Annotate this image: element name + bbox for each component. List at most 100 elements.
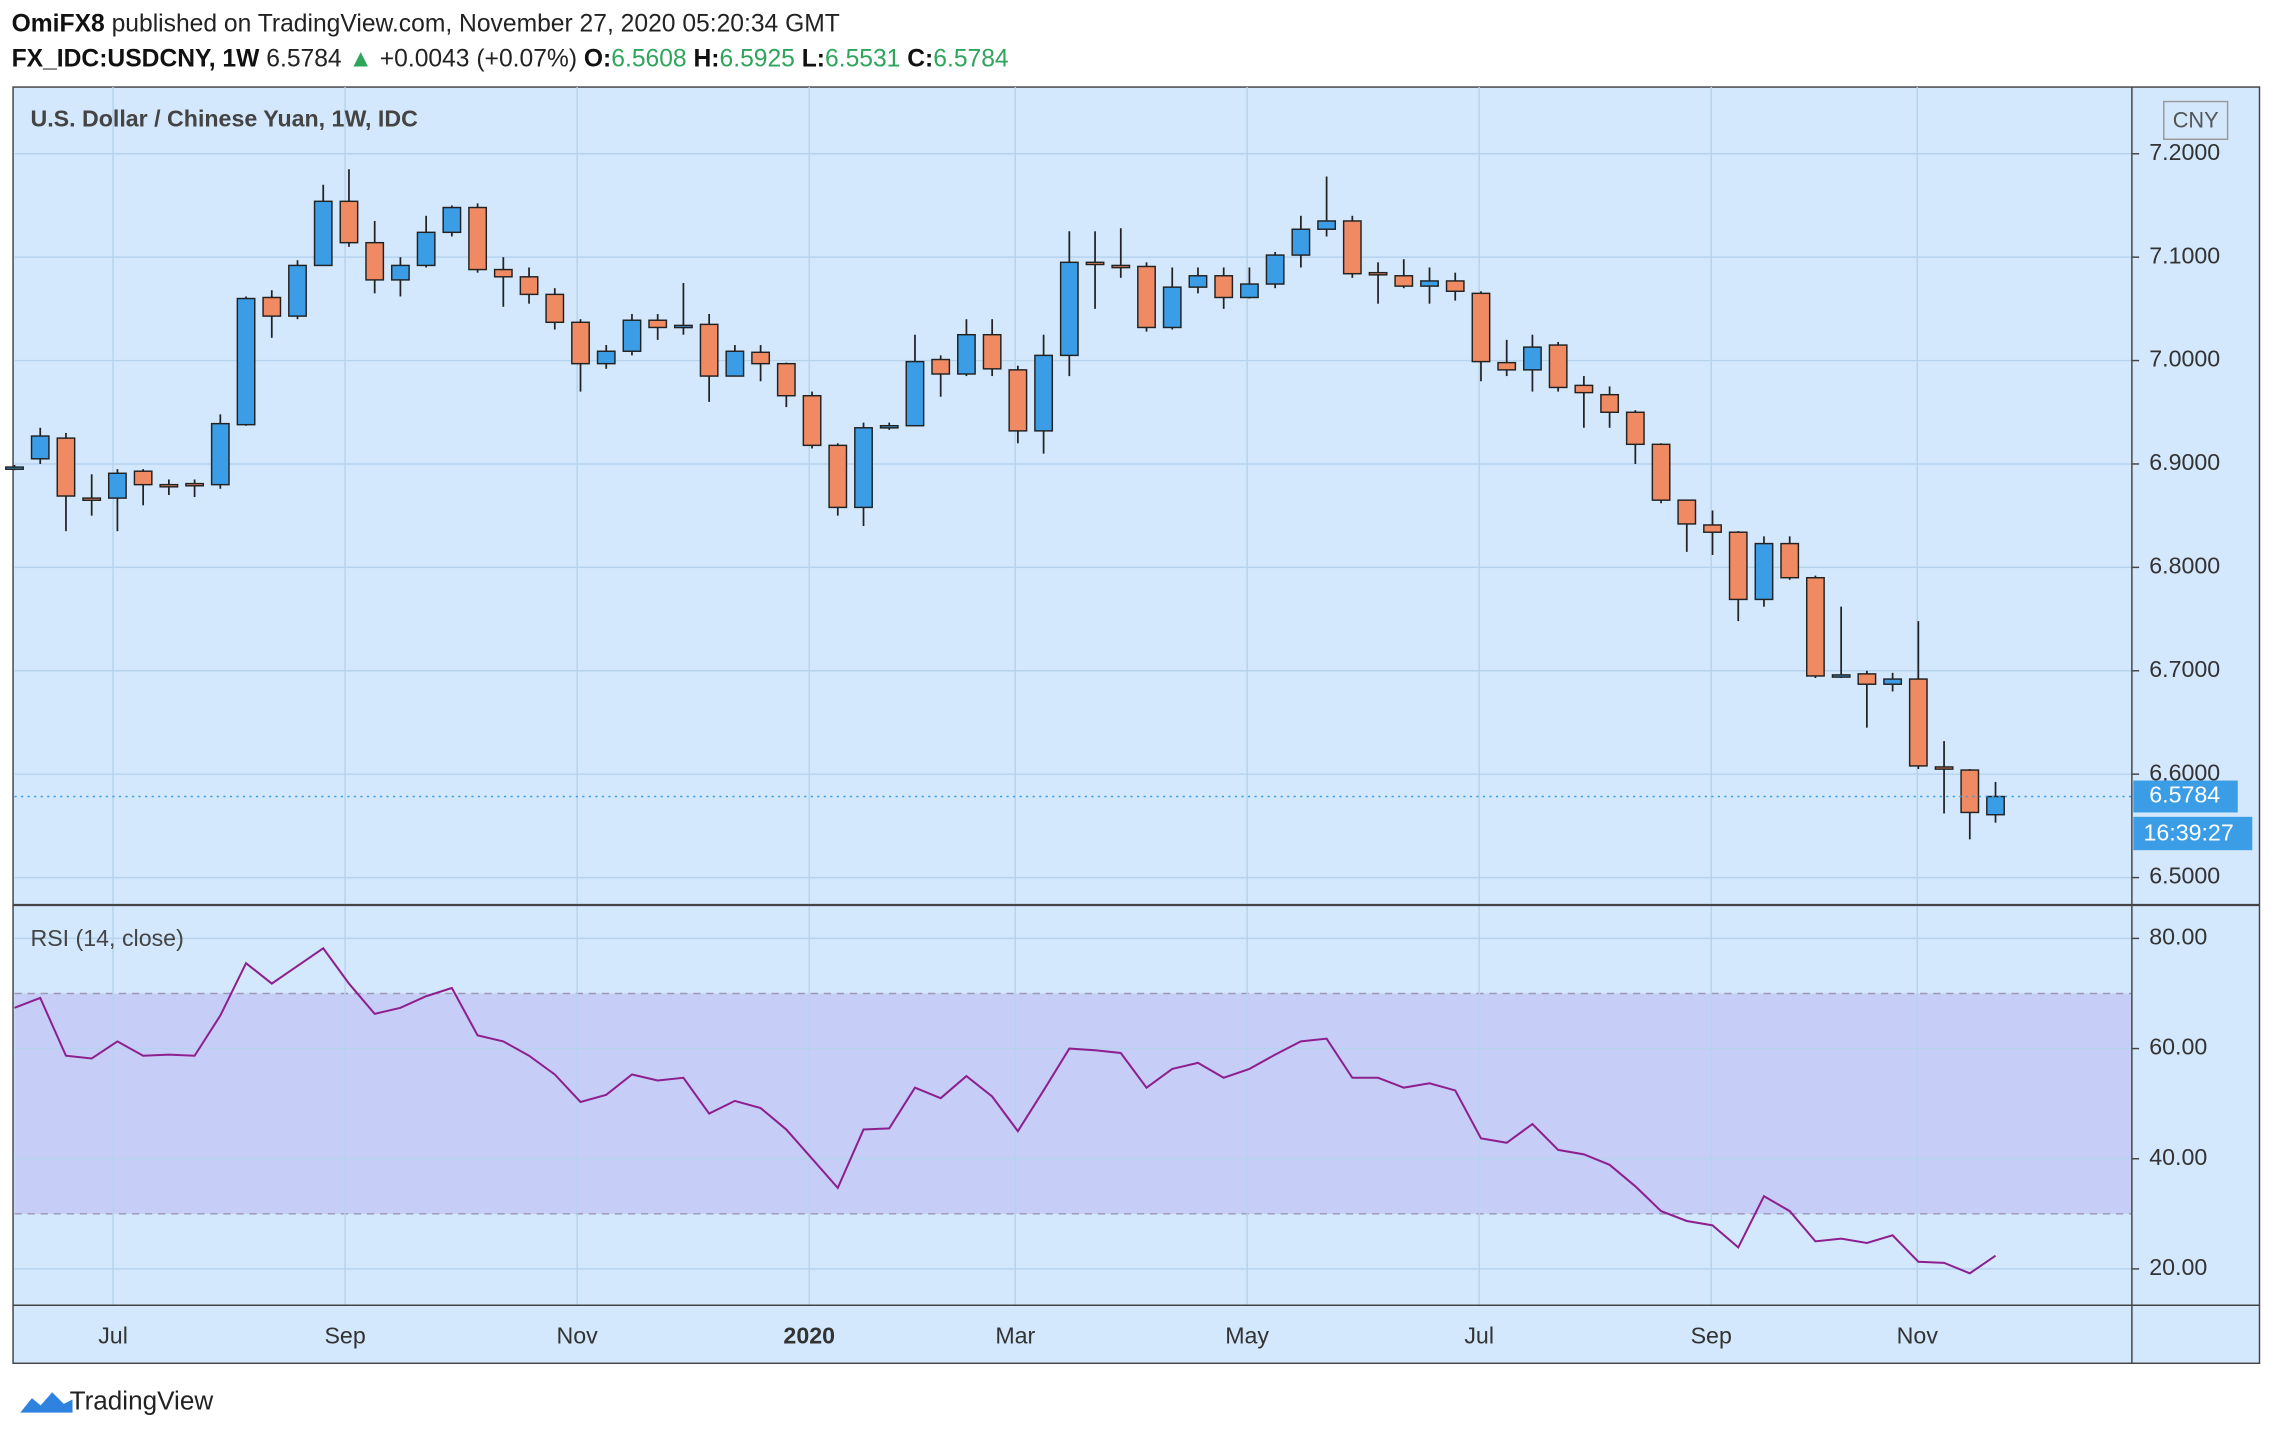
candle-body <box>648 319 668 329</box>
candle-body <box>1600 393 1620 413</box>
candle-body <box>107 472 127 499</box>
header-line-2: FX_IDC:USDCNY, 1W 6.5784 ▲ +0.0043 (+0.0… <box>12 45 1009 72</box>
candle-body <box>1034 354 1054 432</box>
candle-body <box>1445 280 1465 293</box>
candle-body <box>313 200 333 267</box>
countdown-box <box>2133 816 2253 851</box>
last-price-label: 6.5784 <box>2149 782 2220 808</box>
grid <box>14 87 2132 1306</box>
candle-body <box>416 231 436 267</box>
candle-body <box>1883 678 1903 685</box>
last-price-box <box>2133 780 2238 813</box>
ohlc-label: C: <box>907 45 933 72</box>
currency-box <box>2163 100 2229 140</box>
candle-body <box>442 206 462 234</box>
candle-body <box>802 394 822 447</box>
y-tick-label: 20.00 <box>2149 1254 2207 1280</box>
candle-body <box>1265 254 1285 285</box>
arrow: ▲ <box>349 45 373 72</box>
candle-body <box>931 358 951 375</box>
candle-body <box>1214 275 1234 299</box>
logo-icon <box>20 1392 73 1413</box>
candle-body <box>1831 674 1851 678</box>
currency: CNY <box>2173 108 2219 133</box>
candle-body <box>622 319 642 352</box>
candle-body <box>1728 531 1748 601</box>
candle-body <box>1677 499 1697 525</box>
ohlc-label: H: <box>694 45 720 72</box>
candle-body <box>1651 443 1671 501</box>
candle-body <box>1162 286 1182 329</box>
candle-body <box>1522 346 1542 371</box>
ohlc-value: 6.5925 <box>720 45 795 72</box>
y-tick-label: 40.00 <box>2149 1144 2207 1170</box>
candle-body <box>1317 220 1337 230</box>
candle-body <box>545 293 565 324</box>
y-tick-label: 6.5000 <box>2149 863 2220 889</box>
candle-body <box>1497 361 1517 371</box>
y-tick-label: 7.1000 <box>2149 242 2220 268</box>
candle-body <box>1137 265 1156 329</box>
countdown: 16:39:27 <box>2143 819 2233 845</box>
y-tick-label: 60.00 <box>2149 1034 2207 1060</box>
candle-body <box>30 435 50 460</box>
published: published on TradingView.com, November 2… <box>112 10 840 37</box>
y-tick-label: 80.00 <box>2149 924 2207 950</box>
candle-body <box>56 437 76 497</box>
candle-body <box>133 470 153 486</box>
candle-body <box>288 264 307 317</box>
candle-body <box>879 424 899 429</box>
candle-body <box>1857 673 1877 685</box>
ohlc-label: L: <box>802 45 825 72</box>
candle-body <box>236 297 256 426</box>
publisher: OmiFX8 <box>12 10 105 37</box>
y-tick-label: 6.9000 <box>2149 449 2220 475</box>
candle-body <box>1574 384 1594 394</box>
pane-title: U.S. Dollar / Chinese Yuan, 1W, IDC <box>30 106 418 132</box>
change: +0.0043 (+0.07%) <box>380 45 577 72</box>
candle-body <box>185 482 205 487</box>
candle-body <box>1059 261 1079 357</box>
candle-body <box>1291 228 1311 256</box>
x-tick-label: Nov <box>557 1322 599 1348</box>
candle-body <box>1471 292 1491 363</box>
candle-body <box>1368 271 1388 276</box>
candle-body <box>596 350 616 365</box>
candle-body <box>1780 542 1800 579</box>
candle-body <box>1420 280 1439 287</box>
rsi-line <box>14 946 1997 1275</box>
ohlc-label: O: <box>584 45 611 72</box>
candle-body <box>1806 576 1825 677</box>
ohlc-value: 6.5784 <box>933 45 1008 72</box>
last-price: 6.5784 <box>266 45 341 72</box>
header-line-1: OmiFX8 published on TradingView.com, Nov… <box>12 10 840 37</box>
candle-body <box>956 333 976 375</box>
candle-body <box>365 241 385 281</box>
candle-body <box>1934 766 1954 770</box>
candle-body <box>776 362 796 397</box>
candle-body <box>262 296 282 317</box>
x-tick-label: Mar <box>995 1322 1035 1348</box>
rsi-title: RSI (14, close) <box>30 925 183 951</box>
candle-body <box>1960 769 1980 814</box>
candle-body <box>982 333 1002 370</box>
marks <box>5 169 2132 1275</box>
candle-body <box>493 268 513 278</box>
candle-body <box>699 323 719 377</box>
candle-body <box>390 264 410 281</box>
candle-body <box>1239 283 1259 299</box>
y-tick-label: 7.0000 <box>2149 346 2220 372</box>
candle-body <box>1008 369 1028 432</box>
logo: TradingView <box>70 1385 214 1415</box>
candle-body <box>725 350 745 377</box>
candle-body <box>1908 678 1928 767</box>
candle-body <box>1342 220 1362 275</box>
candle-body <box>1754 542 1774 601</box>
x-tick-label: Sep <box>324 1322 365 1348</box>
symbol: FX_IDC:USDCNY, 1W <box>12 45 261 72</box>
candle-body <box>905 360 925 427</box>
candle-body <box>1085 261 1105 266</box>
candle-body <box>339 200 359 244</box>
candle-body <box>1703 524 1722 533</box>
candle-body <box>468 206 488 271</box>
